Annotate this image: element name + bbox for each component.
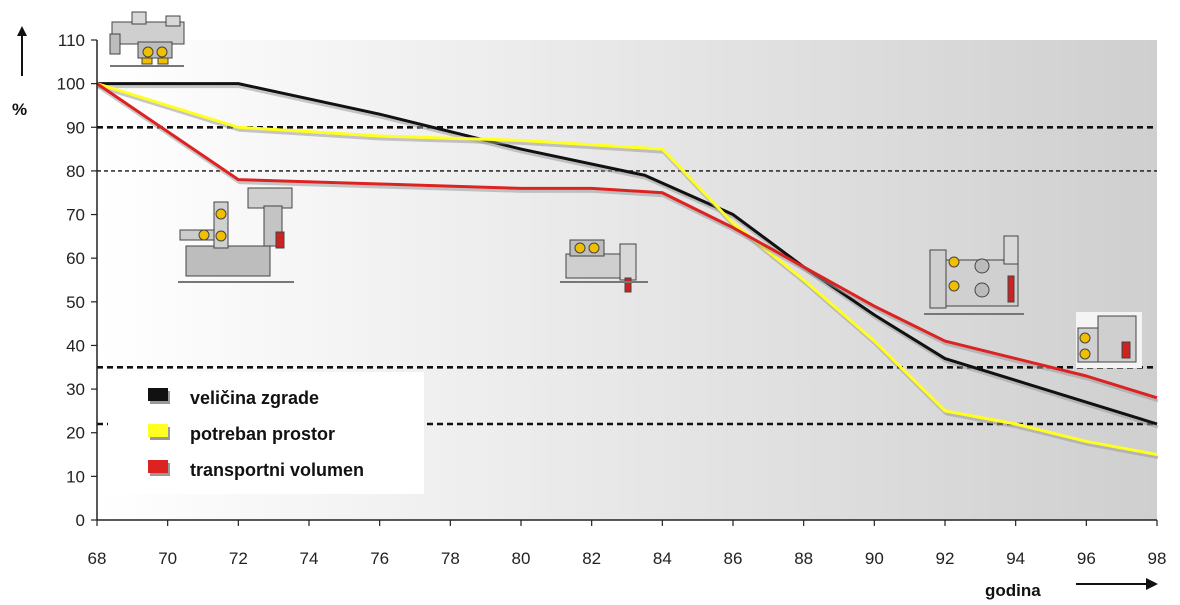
x-tick-label: 74 [300,549,319,568]
x-tick-label: 78 [441,549,460,568]
machine-icon-68 [109,11,185,67]
x-tick-label: 86 [724,549,743,568]
series-line-0 [97,82,1158,426]
y-tick-label: 50 [66,293,85,312]
x-tick-label: 94 [1006,549,1025,568]
series-line-2 [96,82,1158,400]
y-tick-label: 60 [66,249,85,268]
series-shadow-2 [97,85,1159,403]
machine-icon-97 [1076,312,1142,368]
x-axis-arrow [1076,578,1158,590]
legend-swatch-0 [148,388,168,401]
x-ticks: 68 70 72 74 76 78 80 82 84 86 88 90 92 94 96 98 [88,520,1167,568]
legend-label-0: veličina zgrade [190,388,319,408]
series-shadow-0 [98,85,1159,429]
x-tick-label: 80 [512,549,531,568]
x-tick-label: 68 [88,549,107,568]
machine-icon-82 [560,239,648,293]
x-tick-label: 84 [653,549,672,568]
y-ticks: 0 10 20 30 40 50 60 70 80 90 100 110 [57,31,97,530]
legend: veličina zgrade potreban prostor transport… [148,388,364,480]
series-group [96,82,1159,460]
x-tick-label: 92 [936,549,955,568]
y-tick-label: 90 [66,118,85,137]
x-tick-label: 72 [229,549,248,568]
y-tick-label: 20 [66,424,85,443]
x-tick-label: 82 [582,549,601,568]
x-tick-label: 70 [158,549,177,568]
x-tick-label: 88 [794,549,813,568]
machine-icon-72 [178,187,294,283]
legend-swatch-1 [148,424,168,437]
y-tick-label: 0 [76,511,85,530]
y-tick-label: 100 [57,75,85,94]
x-tick-label: 96 [1077,549,1096,568]
y-axis-arrow [17,26,27,76]
machine-icon-91 [924,235,1024,315]
legend-swatch-2 [148,460,168,473]
y-tick-label: 30 [66,380,85,399]
series-line-1 [96,82,1158,457]
x-tick-label: 98 [1148,549,1167,568]
y-tick-label: 70 [66,206,85,225]
y-tick-label: 40 [66,336,85,355]
series-shadow-1 [97,85,1159,460]
reference-lines [97,125,1157,426]
y-tick-label: 10 [66,467,85,486]
legend-label-2: transportni volumen [190,460,364,480]
x-tick-label: 90 [865,549,884,568]
x-axis-label: godina [985,581,1041,600]
y-axis-label: % [12,100,27,119]
y-tick-label: 110 [58,31,85,50]
x-tick-label: 76 [370,549,389,568]
y-tick-label: 80 [66,162,85,181]
legend-label-1: potreban prostor [190,424,335,444]
